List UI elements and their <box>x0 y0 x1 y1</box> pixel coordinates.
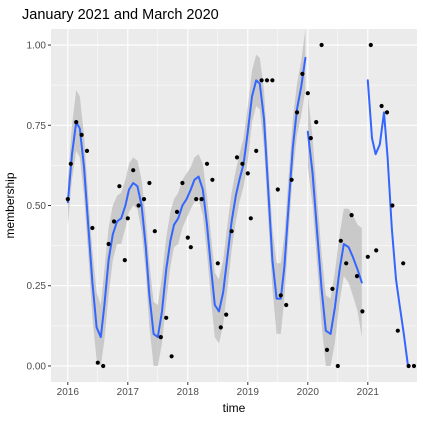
data-point <box>338 238 343 243</box>
data-point <box>147 180 152 186</box>
data-point <box>254 148 259 153</box>
data-point <box>314 120 319 125</box>
x-tick-label: 2020 <box>297 387 320 398</box>
data-point <box>245 171 250 176</box>
x-tick-label: 2021 <box>357 387 380 398</box>
data-point <box>141 197 147 202</box>
data-point <box>264 78 270 83</box>
data-point <box>117 184 122 189</box>
data-point <box>65 197 70 202</box>
data-point <box>354 274 360 279</box>
data-point <box>131 168 136 173</box>
smooth-line <box>306 130 363 335</box>
data-point <box>411 363 417 369</box>
data-point <box>395 328 400 333</box>
y-tick-label: 0.25 <box>27 281 47 292</box>
data-point <box>218 325 223 330</box>
data-point <box>169 354 174 359</box>
data-point <box>204 161 210 166</box>
data-point <box>294 110 300 115</box>
data-point <box>234 155 240 160</box>
y-tick-label: 0.00 <box>27 361 47 372</box>
data-point <box>229 229 234 234</box>
data-point <box>152 229 157 234</box>
chart-title: January 2021 and March 2020 <box>22 7 219 23</box>
data-point <box>278 293 283 298</box>
data-point <box>335 363 340 369</box>
data-point <box>270 78 275 83</box>
data-points <box>65 42 417 369</box>
data-point <box>374 248 379 253</box>
x-tick-label: 2016 <box>57 387 80 398</box>
data-point <box>406 363 411 369</box>
confidence-band <box>307 93 362 366</box>
data-point <box>324 347 330 352</box>
x-tick-label: 2017 <box>117 387 140 398</box>
data-point <box>101 363 106 369</box>
smooth-line <box>366 79 409 367</box>
data-point <box>74 120 79 125</box>
data-point <box>174 209 180 214</box>
data-point <box>401 261 406 266</box>
x-tick-label: 2019 <box>237 387 260 398</box>
data-point <box>122 258 127 263</box>
y-axis-ticks: 0.00 0.25 0.50 0.75 1.00 <box>27 41 51 372</box>
data-point <box>384 110 390 115</box>
data-point <box>308 136 313 141</box>
data-point <box>68 161 73 166</box>
data-point <box>365 254 370 259</box>
y-axis-title: membership <box>3 172 17 238</box>
data-point <box>390 203 395 208</box>
data-point <box>111 219 117 224</box>
data-point <box>330 286 335 291</box>
y-tick-label: 0.50 <box>27 201 47 212</box>
data-point <box>259 78 264 83</box>
data-point <box>199 197 204 202</box>
data-point <box>106 241 111 247</box>
data-point <box>185 235 190 240</box>
data-point <box>215 261 220 266</box>
data-point <box>300 71 305 76</box>
data-point <box>284 302 289 308</box>
smooth-line <box>66 56 307 339</box>
data-point <box>125 216 130 221</box>
data-point <box>305 91 310 96</box>
data-point <box>210 177 215 182</box>
data-point <box>180 180 185 186</box>
data-point <box>289 177 294 182</box>
data-point <box>360 309 365 314</box>
data-point <box>79 132 84 137</box>
data-point <box>344 261 349 266</box>
data-point <box>164 315 169 320</box>
data-point <box>84 148 90 153</box>
data-point <box>158 335 163 340</box>
data-point <box>224 312 229 317</box>
data-point <box>188 245 193 250</box>
data-point <box>194 197 199 202</box>
data-point <box>319 42 324 48</box>
y-tick-label: 0.75 <box>27 121 47 132</box>
y-tick-label: 1.00 <box>27 41 47 52</box>
data-point <box>136 203 141 208</box>
x-axis-ticks: 2016 2017 2018 2019 2020 2021 <box>57 382 380 398</box>
smooth-lines <box>66 56 409 367</box>
x-axis-title: time <box>223 401 246 415</box>
x-tick-label: 2018 <box>177 387 200 398</box>
data-point <box>379 103 384 109</box>
data-point <box>275 187 280 192</box>
data-point <box>248 216 253 221</box>
data-point <box>240 161 245 166</box>
data-point <box>90 225 95 231</box>
data-point <box>349 213 354 218</box>
data-point <box>368 42 373 48</box>
data-point <box>95 360 100 365</box>
